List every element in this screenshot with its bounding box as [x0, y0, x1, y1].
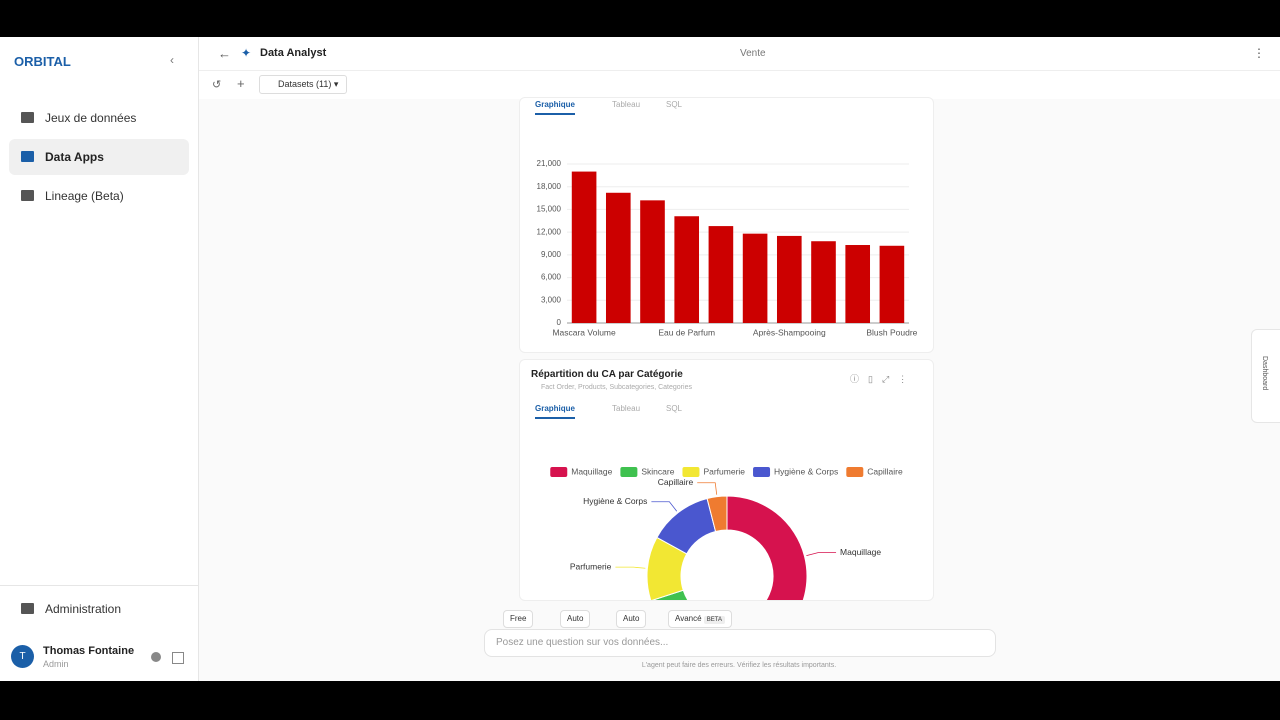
legend-swatch [846, 467, 864, 477]
donut-slice [706, 495, 728, 533]
leader-line [651, 501, 678, 512]
slice-label: Parfumerie [570, 561, 612, 571]
legend-swatch [620, 467, 638, 477]
settings-icon[interactable] [151, 652, 161, 662]
mode-button[interactable]: Free [503, 610, 534, 628]
collapse[interactable]: ‹ [170, 53, 174, 67]
leader-line [697, 482, 718, 495]
chart-title: Répartition du CA par Catégorie [531, 369, 683, 380]
disclaimer: L'agent peut faire des erreurs. Vérifiez… [641, 662, 837, 669]
nav-label: Administration [45, 602, 122, 616]
chart-card: Répartition du CA par Catégorie Fact Ord… [519, 359, 934, 601]
legend-label: Hygiène & Corps [774, 466, 838, 476]
history-button[interactable]: ↺ [212, 79, 222, 91]
y-tick-label: 3,000 [541, 295, 562, 304]
app: ORBITAL ‹ Jeux de données Data Apps Line… [0, 37, 1280, 681]
nav-item[interactable]: Lineage (Beta) [9, 178, 189, 214]
legend-label: Maquillage [571, 466, 612, 476]
slice-label: Maquillage [840, 547, 881, 557]
legend-swatch [550, 467, 568, 477]
add-button[interactable]: + [237, 76, 245, 91]
tab[interactable]: Tableau [612, 404, 641, 413]
y-tick-label: 18,000 [537, 182, 562, 191]
mode-button[interactable]: Auto [616, 610, 647, 628]
leader-line [615, 566, 646, 569]
tab[interactable]: Graphique [535, 100, 576, 115]
leader-line [806, 552, 837, 556]
y-tick-label: 6,000 [541, 273, 562, 282]
nav-label: Jeux de données [45, 111, 137, 125]
logout-icon[interactable] [172, 652, 184, 664]
bar [845, 245, 871, 323]
back-button[interactable]: ← [218, 46, 231, 61]
placeholder: Posez une question sur vos données... [496, 637, 669, 648]
question-input[interactable]: Posez une question sur vos données... [484, 629, 996, 657]
bar [674, 216, 700, 323]
tab[interactable]: SQL [666, 100, 683, 109]
y-tick-label: 15,000 [537, 205, 562, 214]
divider [0, 585, 198, 586]
legend-label: Capillaire [867, 466, 903, 476]
nav-label: Data Apps [45, 150, 104, 164]
chart-card: Graphique Tableau SQL 0 3,000 6,000 9,000 12… [519, 97, 934, 353]
legend-swatch [753, 467, 771, 477]
brand: ORBITAL [14, 54, 71, 69]
x-tick-label: Blush Poudre [866, 327, 917, 337]
nav-item[interactable]: Jeux de données [9, 100, 189, 136]
slice-label: Hygiène & Corps [583, 496, 647, 506]
bar [811, 241, 836, 323]
x-tick-label: Eau de Parfum [658, 327, 715, 337]
header: ← ✦ Data Analyst Vente ⋮ [199, 37, 1280, 71]
y-tick-label: 12,000 [537, 227, 562, 236]
dashboard-label: Dashboard [1261, 356, 1268, 391]
x-tick-label: Après-Shampooing [753, 327, 826, 337]
legend-swatch [682, 467, 700, 477]
user-name: Thomas Fontaine [43, 645, 135, 657]
mode-label: Avancé [675, 614, 702, 623]
mode-button[interactable]: Avancé BETA [668, 610, 733, 628]
bar [776, 235, 802, 323]
bar [879, 245, 905, 323]
nav-label: Lineage (Beta) [45, 189, 124, 203]
sidebar: ORBITAL ‹ Jeux de données Data Apps Line… [0, 37, 199, 681]
bar [605, 192, 631, 323]
sparkle-icon: ✦ [241, 46, 252, 60]
menu[interactable]: ⋮ [1253, 46, 1265, 60]
nav-item[interactable]: Data Apps [9, 139, 189, 175]
donut-chart: Maquillage Skincare Parfumerie Hygiène & Co… [550, 466, 903, 600]
donut-slice [726, 495, 808, 600]
badge: BETA [703, 616, 726, 624]
avatar: T [11, 645, 34, 668]
datasets-label: Datasets (11) [278, 79, 332, 89]
chart-subtitle: Fact Order, Products, Subcategories, Cat… [541, 384, 692, 391]
nav-item[interactable]: Administration [9, 591, 189, 627]
legend-label: Parfumerie [703, 466, 745, 476]
user-role: Admin [43, 659, 69, 669]
tab[interactable]: SQL [666, 404, 683, 413]
bar [708, 226, 734, 323]
bar [742, 233, 768, 323]
tab[interactable]: Graphique [535, 404, 576, 419]
mode-button[interactable]: Auto [560, 610, 591, 628]
x-tick-label: Mascara Volume [552, 327, 616, 337]
y-tick-label: 21,000 [537, 159, 562, 168]
page-name: Vente [740, 48, 766, 59]
header-title: Data Analyst [260, 47, 327, 59]
bar [571, 171, 597, 323]
toolbar: ↺ + Datasets (11) ▾ [199, 71, 1280, 99]
dashboard-tab[interactable]: Dashboard [1251, 329, 1280, 423]
bar-chart: 0 3,000 6,000 9,000 12,000 15,000 18,000 21,000… [537, 159, 918, 337]
legend-label: Skincare [641, 466, 674, 476]
y-tick-label: 9,000 [541, 250, 562, 259]
tab[interactable]: Tableau [612, 100, 641, 109]
card-actions[interactable]: ⓘ▯⤢⋮ [850, 374, 917, 384]
bar [640, 200, 665, 323]
y-tick-label: 0 [557, 318, 562, 327]
datasets-button[interactable]: Datasets (11) ▾ [259, 75, 348, 94]
slice-label: Capillaire [658, 477, 694, 487]
